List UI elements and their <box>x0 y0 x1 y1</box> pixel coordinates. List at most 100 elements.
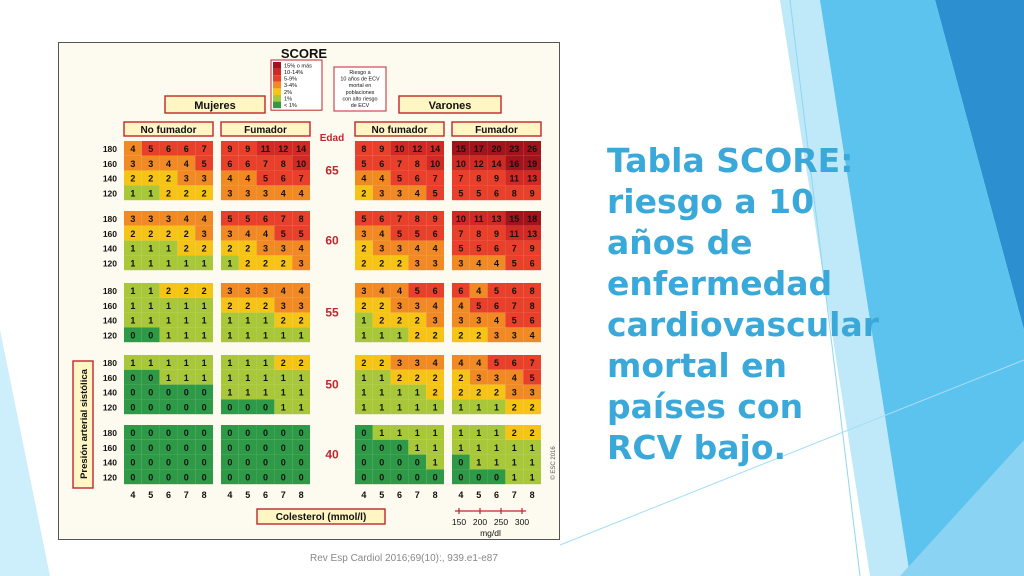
risk-value: 0 <box>202 458 207 468</box>
risk-value: 1 <box>130 358 135 368</box>
risk-cell <box>238 170 257 186</box>
sbp-label: 180 <box>103 144 117 154</box>
risk-cell <box>292 211 310 226</box>
risk-cell <box>159 327 178 343</box>
risk-cell <box>292 355 310 370</box>
risk-value: 6 <box>433 229 438 239</box>
risk-value: 3 <box>397 188 402 198</box>
risk-value: 4 <box>299 286 304 296</box>
risk-cell <box>238 225 257 241</box>
risk-value: 3 <box>379 188 384 198</box>
risk-value: 1 <box>202 258 207 268</box>
risk-cell <box>256 425 275 440</box>
legend-swatch <box>273 101 281 109</box>
risk-value: 1 <box>397 402 402 412</box>
risk-value: 23 <box>509 144 519 154</box>
risk-cell <box>141 240 160 256</box>
score-logo: SCORE <box>281 46 328 61</box>
risk-value: 6 <box>281 174 286 184</box>
risk-value: 0 <box>281 443 286 453</box>
risk-value: 1 <box>415 388 420 398</box>
risk-value: 1 <box>281 373 286 383</box>
mgdl-tick: 200 <box>473 517 487 527</box>
risk-value: 2 <box>361 244 366 254</box>
risk-cell <box>452 454 470 470</box>
risk-value: 8 <box>512 188 517 198</box>
risk-value: 2 <box>202 286 207 296</box>
risk-cell <box>124 170 142 186</box>
risk-value: 0 <box>184 443 189 453</box>
age-label: 65 <box>325 164 339 178</box>
risk-value: 5 <box>148 144 153 154</box>
age-label: 55 <box>325 306 339 320</box>
risk-value: 5 <box>433 188 438 198</box>
risk-value: 6 <box>166 144 171 154</box>
risk-value: 3 <box>227 229 232 239</box>
risk-value: 3 <box>476 373 481 383</box>
risk-value: 0 <box>202 472 207 482</box>
risk-value: 3 <box>299 301 304 311</box>
risk-cell <box>355 327 373 343</box>
risk-cell <box>159 283 178 298</box>
risk-cell <box>195 255 213 271</box>
risk-value: 1 <box>166 316 171 326</box>
risk-cell <box>487 240 506 256</box>
risk-value: 4 <box>494 258 499 268</box>
risk-value: 12 <box>278 144 288 154</box>
risk-cell <box>390 469 409 485</box>
risk-value: 0 <box>227 402 232 412</box>
risk-value: 4 <box>458 358 463 368</box>
risk-value: 4 <box>227 174 232 184</box>
risk-value: 1 <box>148 188 153 198</box>
risk-value: 1 <box>299 402 304 412</box>
risk-cell <box>372 399 391 415</box>
risk-cell <box>256 327 275 343</box>
risk-value: 2 <box>245 258 250 268</box>
accent-line-2 <box>559 359 1024 546</box>
risk-cell <box>355 255 373 271</box>
risk-cell <box>408 141 427 156</box>
risk-value: 1 <box>166 301 171 311</box>
risk-value: 13 <box>527 229 537 239</box>
risk-value: 3 <box>227 286 232 296</box>
risk-cell <box>523 327 541 343</box>
risk-cell <box>426 454 444 470</box>
risk-cell <box>523 454 541 470</box>
risk-cell <box>487 255 506 271</box>
risk-value: 6 <box>530 258 535 268</box>
risk-cell <box>487 283 506 298</box>
risk-cell <box>487 141 506 156</box>
legend-note-box <box>333 66 387 112</box>
chol-tick: 6 <box>397 490 402 500</box>
risk-cell <box>523 439 541 455</box>
risk-cell <box>487 425 506 440</box>
risk-value: 7 <box>299 174 304 184</box>
risk-cell <box>177 369 196 385</box>
risk-cell <box>124 141 142 156</box>
risk-value: 0 <box>184 402 189 412</box>
risk-value: 26 <box>527 144 537 154</box>
risk-value: 2 <box>263 301 268 311</box>
risk-cell <box>177 211 196 226</box>
risk-value: 7 <box>458 174 463 184</box>
risk-cell <box>256 399 275 415</box>
risk-cell <box>408 469 427 485</box>
risk-cell <box>195 312 213 328</box>
risk-value: 8 <box>530 286 535 296</box>
mgdl-tick: 150 <box>452 517 466 527</box>
risk-value: 0 <box>148 458 153 468</box>
risk-cell <box>452 240 470 256</box>
risk-cell <box>292 297 310 313</box>
risk-cell <box>469 211 488 226</box>
risk-value: 0 <box>281 428 286 438</box>
risk-value: 2 <box>379 316 384 326</box>
risk-value: 0 <box>202 443 207 453</box>
risk-value: 0 <box>245 472 250 482</box>
risk-value: 2 <box>379 358 384 368</box>
risk-value: 1 <box>245 373 250 383</box>
chol-tick: 8 <box>530 490 535 500</box>
legend-label: 2% <box>284 90 292 96</box>
risk-cell <box>124 155 142 171</box>
risk-cell <box>177 240 196 256</box>
risk-value: 0 <box>361 428 366 438</box>
